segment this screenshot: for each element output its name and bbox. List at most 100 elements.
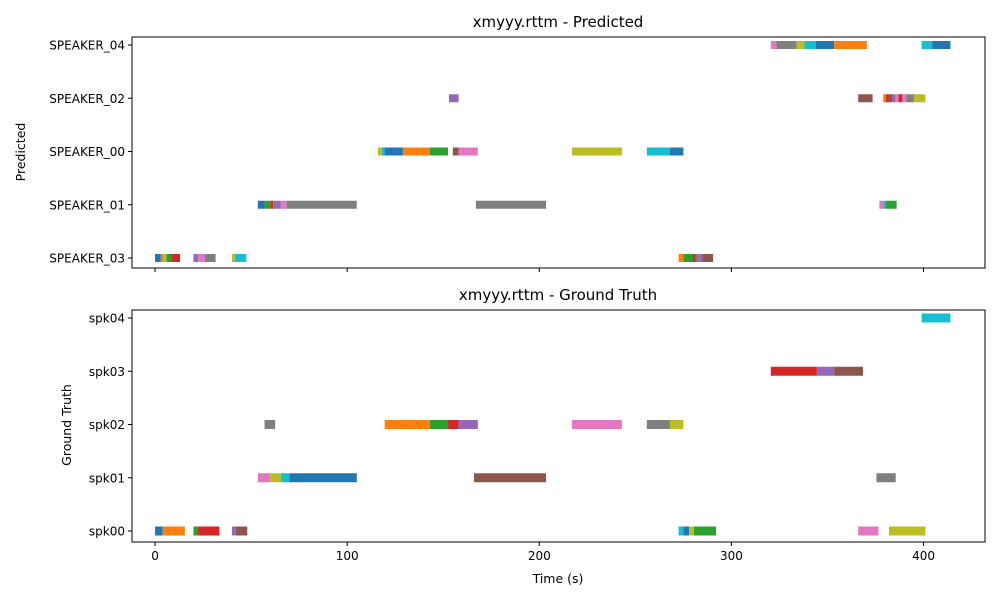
ground-truth-segment-spk02-6 [429,420,449,429]
ground-truth-segment-spk00-23 [235,526,248,536]
predicted-segment-speaker-04-5 [834,41,867,49]
predicted-segment-speaker-02-13 [892,94,896,103]
predicted-segment-speaker-03-54 [699,254,703,262]
ground-truth-x-ticks: 0 100 200 300 400 [151,542,935,563]
predicted-segment-speaker-03-45 [193,254,199,262]
ground-truth-segment-spk02-9 [571,420,622,429]
predicted-segment-speaker-04-2 [796,41,805,49]
ground-truth-segment-spk02-10 [646,420,670,429]
predicted-segment-speaker-00-22 [402,147,430,156]
predicted-segment-speaker-00-24 [452,147,459,156]
ground-truth-y-tick-label: spk04 [89,312,125,326]
predicted-y-tick-label: SPEAKER_02 [49,92,125,106]
predicted-segment-speaker-01-38 [883,200,887,209]
ground-truth-segment-spk00-18 [155,526,163,536]
predicted-segment-speaker-02-9 [858,94,873,103]
ground-truth-axes-frame [131,309,986,543]
predicted-segment-speaker-03-42 [163,254,167,262]
x-axis-label: Time (s) [532,571,584,586]
predicted-segment-speaker-03-53 [695,254,700,262]
predicted-y-tick-label: SPEAKER_03 [49,252,125,266]
predicted-segment-speaker-01-31 [270,200,274,209]
predicted-y-tick-label: SPEAKER_00 [49,145,125,159]
ground-truth-y-ticks: spk00 spk01 spk02 spk03 spk04 [89,312,132,539]
ground-truth-chart-title: xmyyy.rttm - Ground Truth [459,286,657,304]
predicted-segment-speaker-00-27 [646,147,670,156]
ground-truth-segment-spk01-15 [289,473,357,483]
ground-truth-segment-spk00-19 [162,526,185,536]
predicted-segment-speaker-00-19 [377,147,382,156]
ground-truth-segment-spk00-26 [689,526,694,536]
ground-truth-panel: xmyyy.rttm - Ground Truth Ground Truth s… [59,286,986,586]
predicted-segment-speaker-00-21 [384,147,403,156]
predicted-segment-speaker-03-49 [234,254,247,262]
ground-truth-segment-spk01-14 [280,473,290,483]
ground-truth-segment-spk00-22 [231,526,236,536]
ground-truth-segment-spk03-1 [770,366,817,376]
predicted-segment-speaker-02-8 [448,94,459,103]
ground-truth-segment-spk01-17 [876,473,896,483]
predicted-segment-speaker-03-46 [198,254,205,262]
ground-truth-x-tick-label: 0 [151,549,159,563]
ground-truth-segment-spk00-29 [888,526,926,536]
predicted-segment-speaker-01-36 [475,200,547,209]
ground-truth-segment-spk02-11 [669,420,684,429]
predicted-axes-frame [131,36,986,269]
predicted-segment-speaker-00-26 [571,147,622,156]
predicted-segment-speaker-02-11 [886,94,889,103]
predicted-segment-speaker-02-16 [902,94,907,103]
predicted-segment-speaker-00-28 [669,147,684,156]
ground-truth-x-tick-label: 200 [528,549,551,563]
predicted-segment-speaker-03-51 [683,254,693,262]
predicted-segment-speaker-01-29 [257,200,265,209]
ground-truth-segment-spk00-20 [193,526,198,536]
predicted-segment-speaker-04-7 [932,41,951,49]
predicted-segment-speaker-01-33 [276,200,281,209]
predicted-x-ticks [154,268,925,272]
predicted-y-ticks: SPEAKER_03 SPEAKER_01 SPEAKER_00 SPEAKER_02… [49,39,132,266]
predicted-segment-speaker-04-4 [815,41,835,49]
ground-truth-x-tick-label: 300 [720,549,743,563]
ground-truth-segment-spk00-27 [693,526,717,536]
predicted-segment-speaker-03-47 [205,254,216,262]
predicted-segment-speaker-03-44 [171,254,181,262]
predicted-segment-speaker-03-55 [702,254,714,262]
predicted-segment-speaker-03-50 [678,254,684,262]
ground-truth-segment-spk00-21 [197,526,220,536]
predicted-y-tick-label: SPEAKER_04 [49,39,125,53]
predicted-panel: xmyyy.rttm - Predicted Predicted SPEAKER… [13,13,986,272]
predicted-chart-title: xmyyy.rttm - Predicted [473,13,644,31]
ground-truth-segment-spk03-2 [816,366,835,376]
predicted-segment-speaker-02-12 [888,94,893,103]
ground-truth-segment-spk03-3 [834,366,864,376]
predicted-y-axis-label: Predicted [13,123,28,182]
predicted-segment-speaker-04-3 [804,41,816,49]
predicted-segment-speaker-03-43 [166,254,172,262]
ground-truth-segment-spk02-7 [448,420,459,429]
ground-truth-y-tick-label: spk00 [89,525,125,539]
ground-truth-segment-spk01-12 [257,473,271,483]
predicted-segment-speaker-04-6 [921,41,933,49]
predicted-segment-speaker-02-18 [913,94,926,103]
ground-truth-segments [155,313,951,536]
ground-truth-segment-spk02-4 [264,420,276,429]
predicted-segment-speaker-02-14 [895,94,899,103]
predicted-segment-speaker-03-52 [692,254,696,262]
predicted-segment-speaker-04-1 [776,41,797,49]
predicted-segment-speaker-01-34 [280,200,287,209]
predicted-segment-speaker-01-32 [273,200,277,209]
predicted-segment-speaker-02-17 [906,94,914,103]
ground-truth-y-tick-label: spk01 [89,471,125,485]
ground-truth-y-tick-label: spk03 [89,365,125,379]
predicted-segment-speaker-00-23 [429,147,449,156]
predicted-segment-speaker-02-15 [898,94,903,103]
predicted-segment-speaker-01-30 [264,200,271,209]
ground-truth-segment-spk01-16 [473,473,547,483]
ground-truth-segment-spk04-0 [921,313,951,323]
predicted-segment-speaker-01-37 [879,200,884,209]
ground-truth-segment-spk00-24 [678,526,684,536]
ground-truth-y-tick-label: spk02 [89,418,125,432]
predicted-segment-speaker-01-35 [286,200,357,209]
predicted-segment-speaker-02-10 [883,94,887,103]
